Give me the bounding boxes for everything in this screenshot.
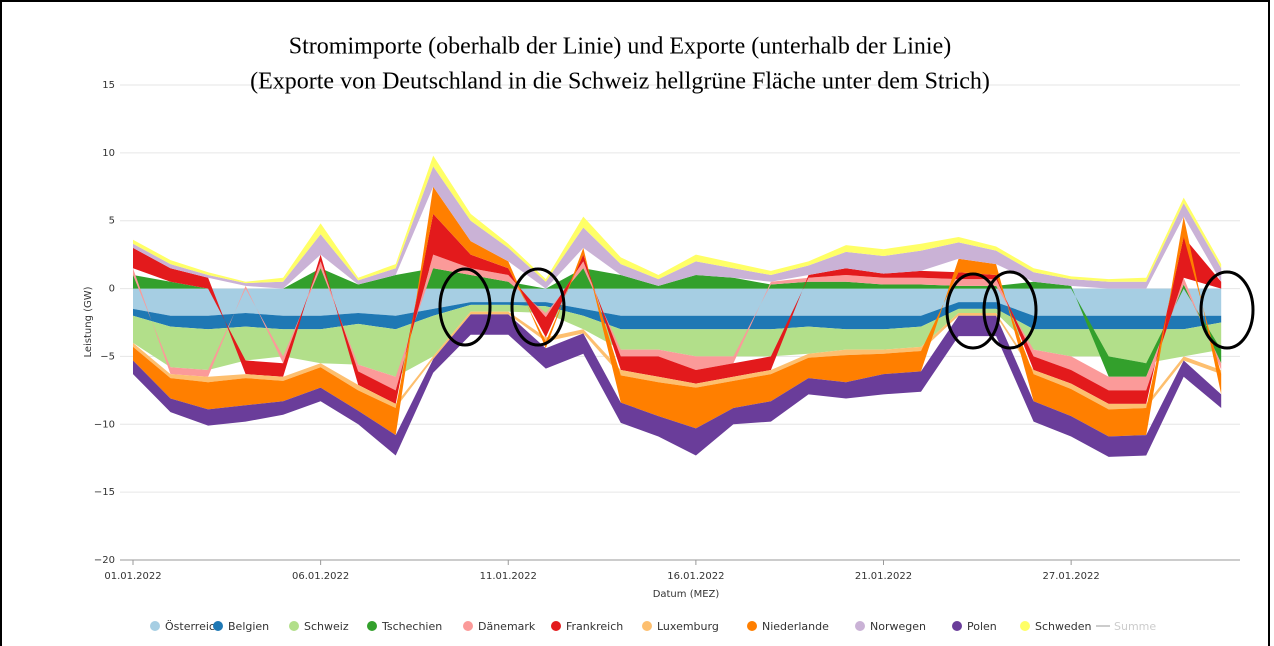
legend-label: Summe — [1114, 620, 1156, 633]
legend-label: Schweden — [1035, 620, 1092, 633]
y-tick-label: −15 — [94, 487, 115, 498]
y-axis-label: Leistung (GW) — [83, 286, 94, 357]
area — [133, 304, 1222, 377]
annotations — [438, 267, 1255, 350]
legend-marker — [747, 621, 757, 631]
y-tick-label: 0 — [109, 284, 115, 295]
legend-marker — [463, 621, 473, 631]
legend-label: Niederlande — [762, 620, 829, 633]
y-tick-label: −5 — [100, 351, 115, 362]
y-tick-label: 10 — [102, 148, 115, 159]
legend-label: Luxemburg — [657, 620, 719, 633]
legend-marker — [551, 621, 561, 631]
legend-marker — [367, 621, 377, 631]
y-tick-label: −20 — [94, 555, 115, 566]
area — [133, 314, 1222, 457]
x-tick-label: 27.01.2022 — [1043, 571, 1100, 582]
chart-title: Stromimporte (oberhalb der Linie) und Ex… — [289, 34, 951, 60]
circle-annotation — [510, 267, 566, 347]
area — [133, 186, 1222, 437]
legend-marker — [1020, 621, 1030, 631]
circle-annotation — [438, 267, 492, 347]
legend-label: Österreich — [165, 620, 222, 633]
legend-label: Schweiz — [304, 620, 349, 633]
x-axis-label: Datum (MEZ) — [653, 589, 720, 600]
legend-label: Tschechien — [381, 620, 442, 633]
area — [133, 155, 1222, 284]
legend-marker — [213, 621, 223, 631]
legend-label: Polen — [967, 620, 997, 633]
x-tick-label: 11.01.2022 — [480, 571, 537, 582]
legend-label: Dänemark — [478, 620, 536, 633]
legend-marker — [952, 621, 962, 631]
circle-annotation — [982, 270, 1038, 350]
legend-label: Belgien — [228, 620, 269, 633]
y-tick-label: 15 — [102, 80, 115, 91]
x-tick-label: 21.01.2022 — [855, 571, 912, 582]
area — [133, 268, 1222, 377]
circle-annotation — [945, 272, 1001, 350]
circle-annotation — [1199, 270, 1255, 350]
area — [133, 302, 1222, 330]
labels: −20 −15 −10 −5 0 5 10 15 01.01.2022 06.01.2022 11.… — [94, 80, 1156, 633]
x-tick-label: 06.01.2022 — [292, 571, 349, 582]
chart-subtitle: (Exporte von Deutschland in die Schweiz … — [250, 69, 990, 95]
areas — [133, 155, 1222, 457]
x-tick-label: 01.01.2022 — [104, 571, 161, 582]
area — [133, 288, 1222, 316]
area — [133, 254, 1222, 391]
legend-marker — [150, 621, 160, 631]
area — [133, 213, 1222, 404]
legend-marker — [642, 621, 652, 631]
y-tick-label: −10 — [94, 419, 115, 430]
legend-label: Frankreich — [566, 620, 623, 633]
legend-label: Norwegen — [870, 620, 926, 633]
legend-marker — [289, 621, 299, 631]
y-tick-label: 5 — [109, 216, 115, 227]
area — [133, 166, 1222, 289]
x-tick-label: 16.01.2022 — [667, 571, 724, 582]
legend-marker — [855, 621, 865, 631]
